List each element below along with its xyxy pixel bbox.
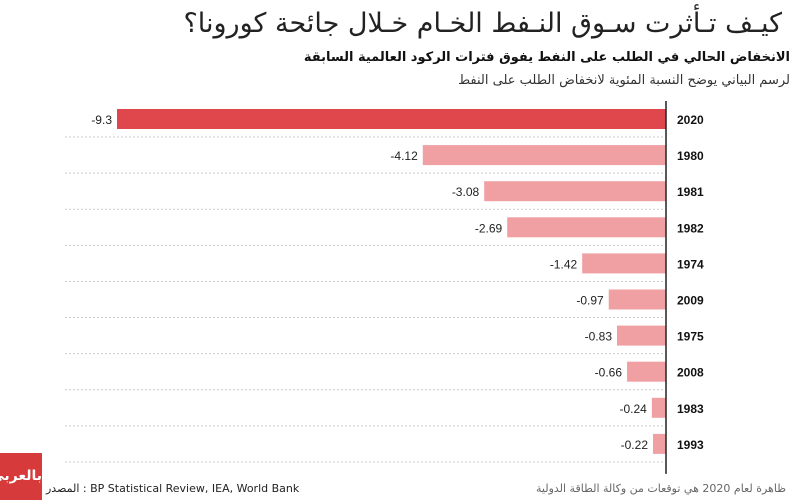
- data-label: -1.42: [550, 257, 578, 271]
- logo: بالعربي: [0, 453, 42, 500]
- bar: [422, 145, 666, 166]
- category-label: 1974: [677, 257, 704, 271]
- data-label: -0.22: [621, 438, 649, 452]
- bar: [651, 397, 666, 418]
- category-label: 1983: [677, 402, 704, 416]
- bar: [608, 289, 666, 310]
- category-label: 1975: [677, 330, 704, 344]
- chart-description: لرسم البياني يوضح النسبة المئوية لانخفاض…: [458, 73, 790, 88]
- data-label: -0.24: [619, 402, 647, 416]
- category-label: 2008: [677, 366, 704, 380]
- data-label: -3.08: [452, 185, 480, 199]
- chart-title: كيـف تـأثرت سـوق النـفط الخـام خـلال جائ…: [183, 8, 782, 39]
- bar: [582, 253, 666, 274]
- category-label: 2009: [677, 294, 704, 308]
- category-label: 2020: [677, 113, 704, 127]
- bar: [617, 325, 666, 346]
- data-label: -9.3: [91, 113, 112, 127]
- category-label: 1982: [677, 221, 704, 235]
- data-label: -0.83: [585, 330, 613, 344]
- bar: [653, 433, 666, 454]
- category-label: 1980: [677, 149, 704, 163]
- category-label: 1981: [677, 185, 704, 199]
- footnote: ظاهرة لعام 2020 هي توقعات من وكالة الطاق…: [536, 482, 786, 495]
- chart-subtitle: الانخفاض الحالي في الطلب على النفط يفوق …: [303, 50, 790, 65]
- bar: [627, 361, 666, 382]
- data-label: -4.12: [390, 149, 418, 163]
- data-label: -2.69: [475, 221, 503, 235]
- bar: [117, 109, 666, 129]
- category-label: 1993: [677, 438, 704, 452]
- bar: [507, 217, 666, 238]
- source-text: المصدر : BP Statistical Review, IEA, Wor…: [46, 482, 300, 495]
- bar: [484, 181, 666, 202]
- data-label: -0.66: [595, 366, 623, 380]
- data-label: -0.97: [576, 294, 604, 308]
